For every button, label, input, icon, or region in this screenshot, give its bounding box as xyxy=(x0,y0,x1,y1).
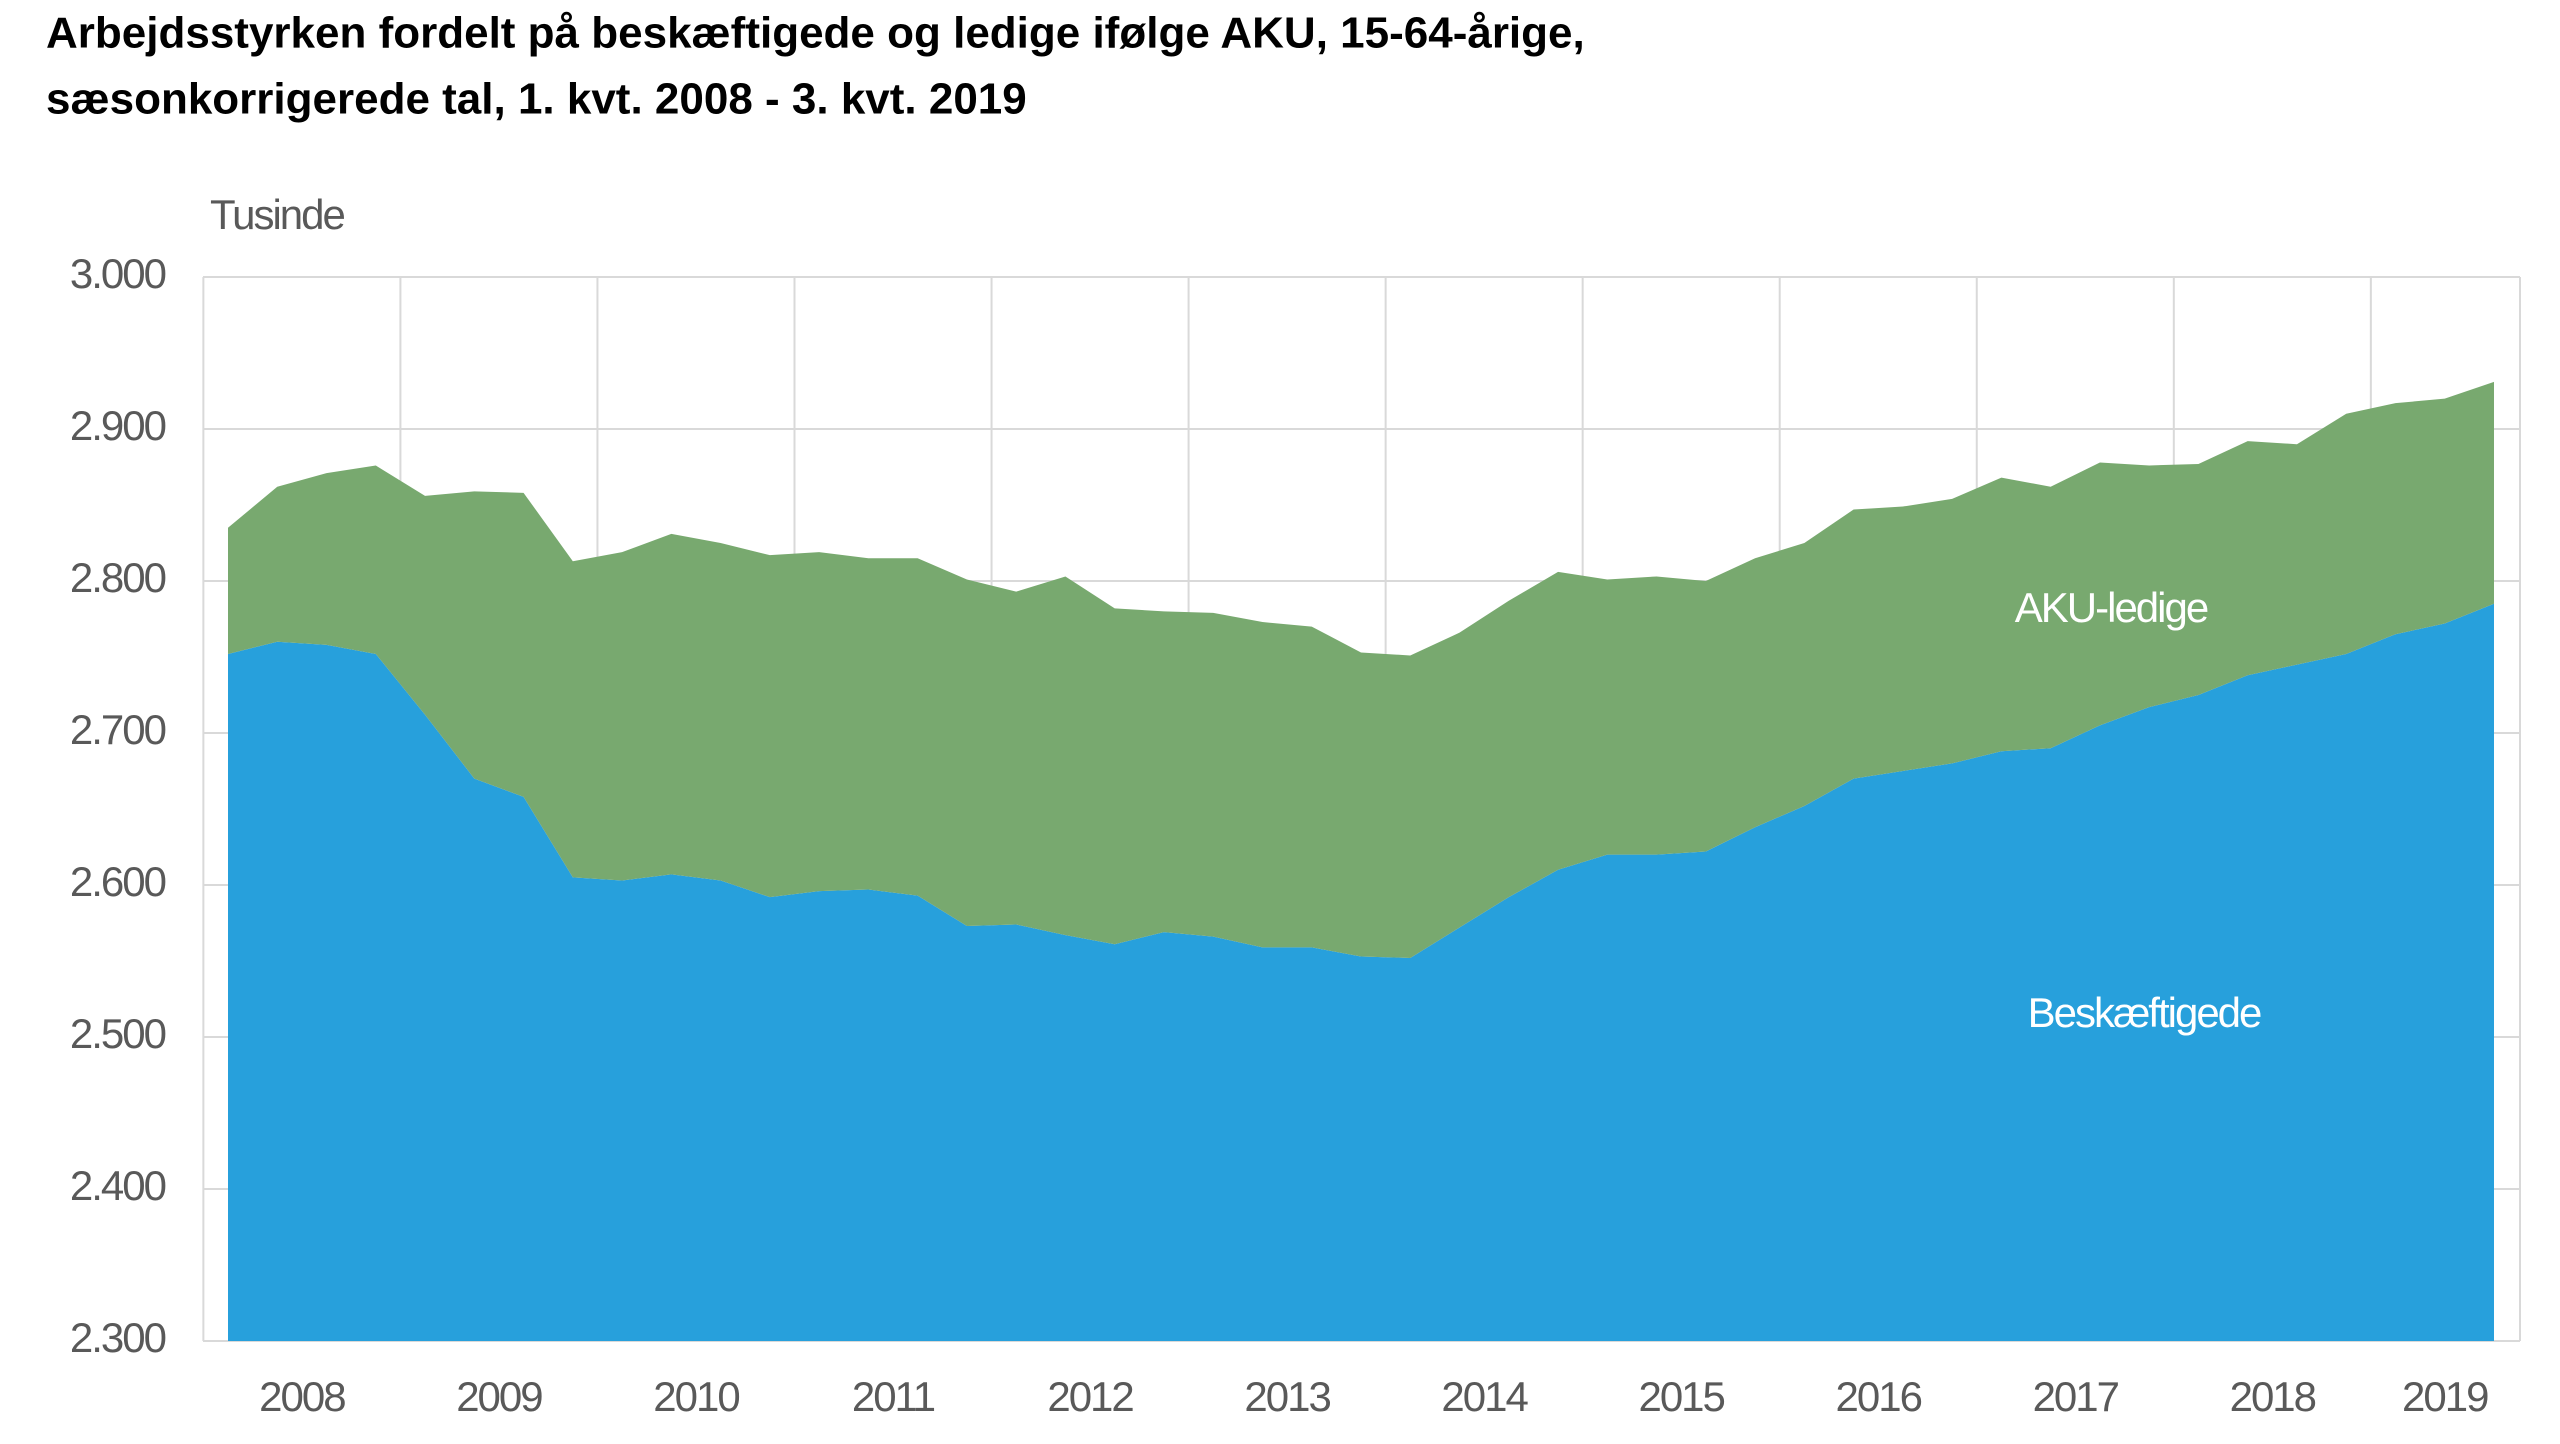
series-label: AKU-ledige xyxy=(2015,584,2208,631)
area xyxy=(228,603,2494,1341)
chart-subtitle: sæsonkorrigerede tal, 1. kvt. 2008 - 3. … xyxy=(46,75,1027,124)
x-tick-label: 2008 xyxy=(259,1373,345,1420)
chart-title: Arbejdsstyrken fordelt på beskæftigede o… xyxy=(46,9,1585,58)
x-tick-label: 2014 xyxy=(1441,1373,1528,1420)
area xyxy=(228,381,2494,958)
x-tick-label: 2011 xyxy=(852,1373,935,1420)
y-tick-label: 2.500 xyxy=(70,1010,166,1057)
series-label: Beskæftigede xyxy=(2028,989,2261,1036)
y-tick-label: 3.000 xyxy=(70,250,166,297)
x-tick-label: 2010 xyxy=(653,1373,739,1420)
x-tick-label: 2017 xyxy=(2033,1373,2119,1420)
y-tick-label: 2.800 xyxy=(70,554,166,601)
x-tick-label: 2012 xyxy=(1047,1373,1133,1420)
y-tick-label: 2.700 xyxy=(70,706,166,753)
y-tick-label: 2.300 xyxy=(70,1314,166,1361)
y-tick-label: 2.400 xyxy=(70,1162,166,1209)
y-axis-label: Tusinde xyxy=(210,191,345,238)
x-tick-label: 2009 xyxy=(456,1373,542,1420)
x-tick-label: 2013 xyxy=(1244,1373,1330,1420)
x-tick-label: 2015 xyxy=(1638,1373,1724,1420)
x-tick-label: 2018 xyxy=(2230,1373,2316,1420)
x-tick-label: 2016 xyxy=(1836,1373,1922,1420)
y-tick-label: 2.900 xyxy=(70,402,166,449)
x-tick-label: 2019 xyxy=(2402,1373,2488,1420)
y-tick-label: 2.600 xyxy=(70,858,166,905)
